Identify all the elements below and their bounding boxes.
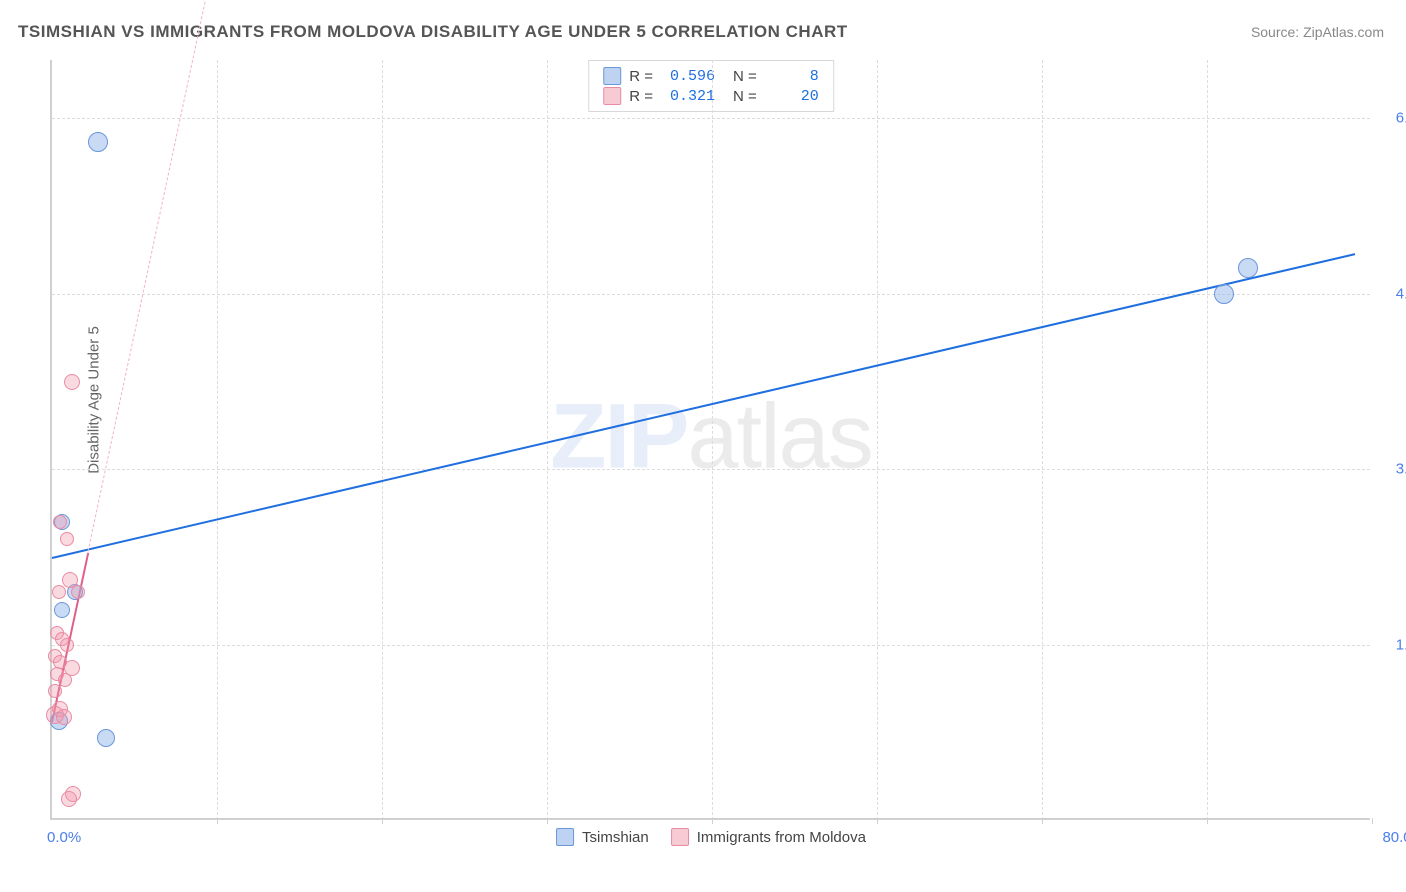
x-tick-mark — [712, 818, 713, 824]
data-point-moldova — [52, 585, 66, 599]
legend-swatch — [556, 828, 574, 846]
data-point-moldova — [53, 515, 67, 529]
source-attribution: Source: ZipAtlas.com — [1251, 24, 1384, 40]
legend-stat-row: R = 0.596 N = 8 — [603, 67, 819, 85]
watermark: ZIPatlas — [550, 384, 871, 489]
y-tick-label: 6.0% — [1380, 110, 1406, 127]
gridline-h — [52, 469, 1370, 470]
data-point-moldova — [48, 684, 62, 698]
legend-r-label: R = — [629, 88, 653, 105]
y-tick-label: 4.5% — [1380, 285, 1406, 302]
y-tick-label: 3.0% — [1380, 461, 1406, 478]
legend-swatch — [603, 87, 621, 105]
legend-n-label: N = — [733, 68, 757, 85]
legend-series-label: Immigrants from Moldova — [697, 829, 866, 846]
x-tick-mark — [1042, 818, 1043, 824]
x-axis-min-label: 0.0% — [47, 829, 81, 846]
x-tick-mark — [547, 818, 548, 824]
legend-r-value: 0.321 — [661, 88, 715, 105]
data-point-moldova — [71, 585, 85, 599]
data-point-moldova — [64, 374, 80, 390]
series-legend: Tsimshian Immigrants from Moldova — [556, 828, 866, 846]
gridline-v — [877, 60, 878, 820]
gridline-h — [52, 645, 1370, 646]
data-point-moldova — [60, 638, 74, 652]
chart-title: TSIMSHIAN VS IMMIGRANTS FROM MOLDOVA DIS… — [18, 22, 848, 42]
legend-n-value: 20 — [765, 88, 819, 105]
legend-series-label: Tsimshian — [582, 829, 649, 846]
gridline-v — [1207, 60, 1208, 820]
y-tick-label: 1.5% — [1380, 636, 1406, 653]
data-point-moldova — [61, 791, 77, 807]
x-tick-mark — [877, 818, 878, 824]
legend-item-tsimshian: Tsimshian — [556, 828, 649, 846]
legend-r-value: 0.596 — [661, 68, 715, 85]
legend-item-moldova: Immigrants from Moldova — [671, 828, 866, 846]
legend-n-label: N = — [733, 88, 757, 105]
trend-line — [52, 253, 1356, 559]
correlation-legend: R = 0.596 N = 8 R = 0.321 N = 20 — [588, 60, 834, 112]
x-tick-mark — [382, 818, 383, 824]
data-point-tsimshian — [97, 729, 115, 747]
gridline-v — [712, 60, 713, 820]
gridline-v — [1042, 60, 1043, 820]
legend-n-value: 8 — [765, 68, 819, 85]
legend-stat-row: R = 0.321 N = 20 — [603, 87, 819, 105]
x-tick-mark — [217, 818, 218, 824]
x-tick-mark — [1207, 818, 1208, 824]
gridline-v — [547, 60, 548, 820]
data-point-tsimshian — [1238, 258, 1258, 278]
gridline-v — [382, 60, 383, 820]
data-point-moldova — [58, 673, 72, 687]
data-point-tsimshian — [54, 602, 70, 618]
legend-swatch — [671, 828, 689, 846]
data-point-moldova — [60, 532, 74, 546]
legend-r-label: R = — [629, 68, 653, 85]
data-point-tsimshian — [88, 132, 108, 152]
scatter-plot: ZIPatlas R =0.596N =8R =0.321N =20 0.0% … — [50, 60, 1370, 820]
gridline-v — [217, 60, 218, 820]
legend-swatch — [603, 67, 621, 85]
data-point-moldova — [56, 709, 72, 725]
x-axis-max-label: 80.0% — [1375, 829, 1406, 846]
x-tick-mark — [1372, 818, 1373, 824]
gridline-h — [52, 118, 1370, 119]
watermark-atlas: atlas — [687, 385, 871, 487]
data-point-tsimshian — [1214, 284, 1234, 304]
